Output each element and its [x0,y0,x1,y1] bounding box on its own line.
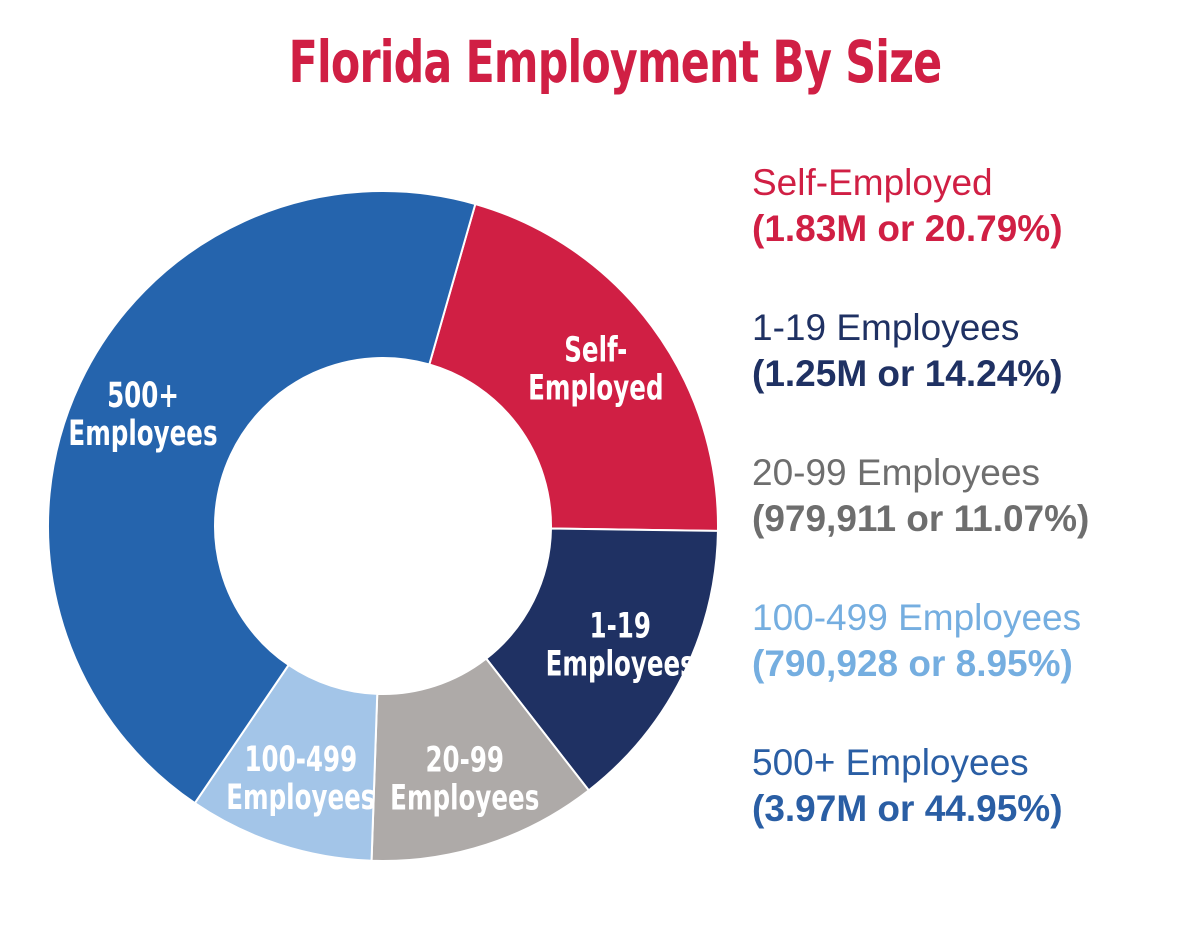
legend-item-value: (790,928 or 8.95%) [752,643,1073,684]
legend-item-value: (1.83M or 20.79%) [752,208,1063,249]
slice-label-2: 1-19 Employees [546,606,695,684]
slice-label-line: Employed [528,368,663,408]
legend-item-name: 20-99 Employees [752,452,1040,493]
donut-slice-5 [47,190,477,805]
legend-item: 500+ Employees (3.97M or 44.95%) [752,740,1063,832]
legend-item-name: 1-19 Employees [752,307,1020,348]
donut-slice-1 [428,202,719,532]
legend-item-value: (979,911 or 11.07%) [752,498,1090,539]
slice-label-line: Self- [564,330,627,370]
legend-item: 20-99 Employees (979,911 or 11.07%) [752,450,1089,542]
slice-label-line: Employees [546,644,695,684]
legend-item-value: (1.25M or 14.24%) [752,353,1063,394]
legend-item: 100-499 Employees (790,928 or 8.95%) [752,595,1081,687]
legend-item-name: Self-Employed [752,162,993,203]
slice-label-3: 20-99 Employees [390,740,539,818]
legend-item: Self-Employed (1.83M or 20.79%) [752,160,1063,252]
donut-slice-3 [370,657,591,862]
donut-slice-2 [484,527,719,792]
donut-slices [47,190,719,862]
slice-label-line: Employees [390,778,539,818]
chart-title: Florida Employment By Size [288,28,943,96]
slice-label-line: Employees [68,414,217,454]
slice-label-1: Self-Employed [528,330,663,408]
slice-label-line: 20-99 [425,740,504,780]
slice-label-line: 500+ [107,376,179,416]
legend-item-name: 500+ Employees [752,742,1029,783]
legend-item-name: 100-499 Employees [752,597,1082,638]
legend-item: 1-19 Employees (1.25M or 14.24%) [752,305,1063,397]
slice-label-line: 100-499 [244,740,357,780]
slice-label-line: 1-19 [589,606,650,646]
slice-label-5: 500+ Employees [68,376,217,454]
legend-item-value: (3.97M or 44.95%) [752,788,1063,829]
slice-label-4: 100-499 Employees [226,740,375,818]
slice-label-line: Employees [226,778,375,818]
